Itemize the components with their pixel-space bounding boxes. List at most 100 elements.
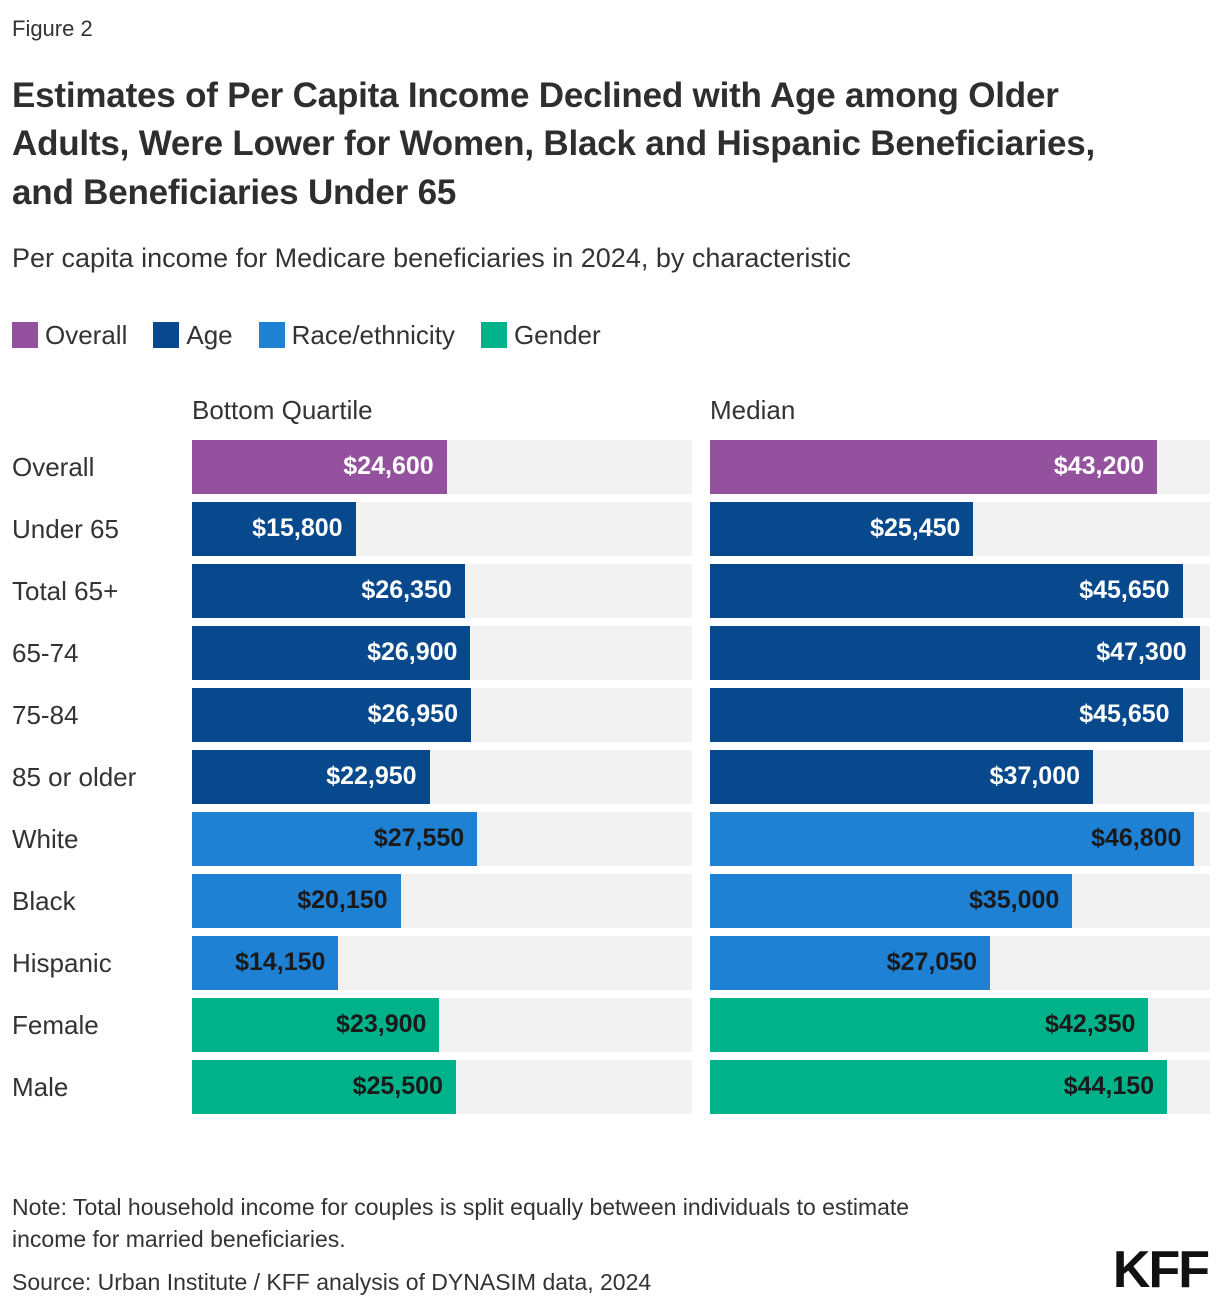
column-gap (692, 395, 710, 426)
bar-track: $46,800 (710, 811, 1210, 866)
chart-row-under-65: Under 65 $15,800 $25,450 (12, 501, 1210, 556)
bar-value: $45,650 (1079, 700, 1170, 729)
row-label: Total 65+ (12, 575, 119, 606)
bar-value: $26,900 (367, 638, 458, 667)
row-label: Black (12, 885, 76, 916)
bar-value: $25,450 (870, 514, 961, 543)
bar-track: $26,900 (192, 625, 692, 680)
column-header-bottom-quartile: Bottom Quartile (192, 394, 373, 425)
bar-bottom-quartile: $15,800 (192, 501, 356, 556)
legend-item-race-ethnicity: Race/ethnicity (258, 319, 455, 351)
legend-label: Race/ethnicity (291, 319, 455, 350)
row-label: White (12, 823, 79, 854)
chart-row-65-74: 65-74 $26,900 $47,300 (12, 625, 1210, 680)
chart-row-total-65-plus: Total 65+ $26,350 $45,650 (12, 563, 1210, 618)
bar-value: $37,000 (989, 762, 1081, 791)
bar-value: $26,950 (367, 700, 458, 729)
row-label: 65-74 (12, 637, 79, 668)
bar-median: $46,800 (710, 811, 1195, 866)
bar-track: $35,000 (710, 873, 1210, 928)
row-label: Female (12, 1009, 99, 1040)
chart-subtitle: Per capita income for Medicare beneficia… (12, 242, 851, 273)
bar-value: $27,050 (886, 948, 978, 977)
kff-logo: KFF (1112, 1241, 1210, 1299)
legend-swatch-age (153, 322, 180, 349)
bar-median: $43,200 (710, 439, 1158, 494)
bar-median: $35,000 (710, 873, 1073, 928)
bar-bottom-quartile: $23,900 (192, 997, 440, 1052)
legend-item-age: Age (153, 319, 233, 351)
chart-row-overall: Overall $24,600 $43,200 (12, 439, 1210, 494)
legend-item-overall: Overall (12, 320, 127, 351)
bar-track: $24,600 (192, 439, 692, 494)
bar-value: $43,200 (1053, 452, 1145, 481)
chart-row-female: Female $23,900 $42,350 (12, 997, 1210, 1052)
bar-track: $26,350 (192, 563, 692, 618)
row-label: 75-84 (12, 699, 79, 730)
bar-value: $22,950 (326, 762, 417, 791)
bar-value: $27,550 (373, 824, 465, 853)
figure-page: Figure 2 Estimates of Per Capita Income … (12, 16, 1210, 1114)
bar-bottom-quartile: $24,600 (192, 439, 447, 494)
legend-swatch-gender (480, 322, 507, 349)
bar-track: $37,000 (710, 749, 1210, 804)
bar-bottom-quartile: $26,950 (192, 687, 471, 742)
bar-track: $43,200 (710, 439, 1210, 494)
bar-bottom-quartile: $14,150 (192, 935, 339, 990)
bar-value: $46,800 (1091, 824, 1182, 853)
bar-track: $45,650 (710, 687, 1210, 742)
bar-median: $45,650 (710, 687, 1183, 742)
legend-swatch-race-ethnicity (258, 322, 285, 349)
bar-track: $20,150 (192, 873, 692, 928)
chart-footer: Note: Total household income for couples… (12, 1192, 1210, 1299)
bar-track: $25,500 (192, 1059, 692, 1114)
bar-value: $15,800 (252, 514, 343, 543)
bar-track: $45,650 (710, 563, 1210, 618)
bar-track: $23,900 (192, 997, 692, 1052)
row-label: 85 or older (12, 761, 137, 792)
bar-track: $27,050 (710, 935, 1210, 990)
chart-row-75-84: 75-84 $26,950 $45,650 (12, 687, 1210, 742)
bar-median: $45,650 (710, 563, 1183, 618)
legend-item-gender: Gender (480, 320, 601, 351)
bar-value: $42,350 (1045, 1010, 1136, 1039)
bar-value: $45,650 (1079, 576, 1170, 605)
legend-swatch-overall (12, 322, 38, 349)
bar-bottom-quartile: $26,900 (192, 625, 471, 680)
chart-row-male: Male $25,500 $44,150 (12, 1059, 1210, 1114)
bar-value: $26,350 (361, 576, 452, 605)
chart-title: Estimates of Per Capita Income Declined … (12, 76, 1096, 212)
row-label: Overall (12, 451, 95, 482)
bar-value: $23,900 (336, 1010, 427, 1039)
chart-row-85-or-older: 85 or older $22,950 $37,000 (12, 749, 1210, 804)
legend-label: Overall (45, 319, 128, 350)
bar-track: $27,550 (192, 811, 692, 866)
bar-chart: Bottom Quartile Median Overall $24,600 $… (12, 395, 1210, 1114)
chart-row-white: White $27,550 $46,800 (12, 811, 1210, 866)
chart-row-hispanic: Hispanic $14,150 $27,050 (12, 935, 1210, 990)
column-headers: Bottom Quartile Median (12, 395, 1208, 426)
bar-median: $47,300 (710, 625, 1200, 680)
bar-track: $15,800 (192, 501, 692, 556)
bar-bottom-quartile: $25,500 (192, 1059, 456, 1114)
header-spacer (12, 395, 192, 426)
bar-median: $27,050 (710, 935, 991, 990)
row-label: Hispanic (12, 947, 112, 978)
bar-value: $25,500 (352, 1072, 443, 1101)
bar-median: $44,150 (710, 1059, 1168, 1114)
chart-row-black: Black $20,150 $35,000 (12, 873, 1210, 928)
bar-value: $47,300 (1096, 638, 1187, 667)
bar-track: $42,350 (710, 997, 1210, 1052)
bar-bottom-quartile: $22,950 (192, 749, 430, 804)
legend-label: Age (186, 319, 233, 350)
bar-track: $22,950 (192, 749, 692, 804)
bar-track: $47,300 (710, 625, 1210, 680)
bar-value: $14,150 (235, 948, 326, 977)
row-label: Male (12, 1071, 69, 1102)
bar-track: $14,150 (192, 935, 692, 990)
figure-label: Figure 2 (12, 16, 93, 41)
source-text: Source: Urban Institute / KFF analysis o… (12, 1269, 652, 1296)
bar-value: $35,000 (968, 886, 1060, 915)
legend: Overall Age Race/ethnicity Gender (12, 320, 1208, 351)
bar-value: $24,600 (343, 452, 434, 481)
